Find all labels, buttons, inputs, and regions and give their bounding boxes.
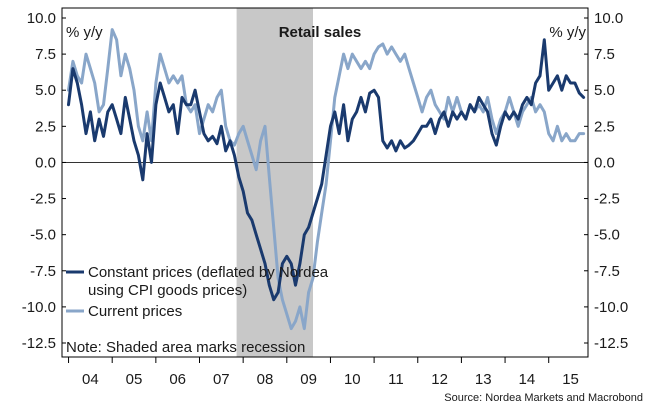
y-tick-label-left: -5.0 [30, 227, 56, 244]
y-axis-label-right: % y/y [549, 24, 586, 41]
y-tick-label-left: 2.5 [35, 118, 56, 135]
x-tick-label: 10 [344, 371, 361, 388]
recession-band [236, 8, 313, 357]
legend-label-constant-line2: using CPI goods prices) [88, 282, 247, 299]
y-tick-label-right: 5.0 [594, 82, 615, 99]
y-tick-label-right: 7.5 [594, 46, 615, 63]
x-tick-label: 04 [82, 371, 99, 388]
y-tick-label-left: 10.0 [27, 10, 56, 27]
y-tick-label-left: -2.5 [30, 191, 56, 208]
y-tick-label-left: -10.0 [22, 299, 56, 316]
y-tick-label-left: 0.0 [35, 154, 56, 171]
x-tick-label: 12 [431, 371, 448, 388]
plot-frame [61, 7, 589, 358]
legend-label-current: Current prices [88, 303, 182, 320]
y-tick-label-right: 2.5 [594, 118, 615, 135]
source-text: Source: Nordea Markets and Macrobond [444, 392, 643, 404]
legend-label-constant-line1: Constant prices (deflated by Nordea [88, 264, 329, 281]
y-tick-label-right: -12.5 [594, 335, 628, 352]
x-tick-label: 06 [169, 371, 186, 388]
x-tick-label: 09 [300, 371, 317, 388]
y-tick-label-right: -7.5 [594, 263, 620, 280]
y-tick-label-left: -12.5 [22, 335, 56, 352]
y-tick-label-right: 10.0 [594, 10, 623, 27]
recession-note: Note: Shaded area marks recession [66, 339, 305, 356]
chart-title: Retail sales [279, 24, 362, 41]
x-tick-label: 13 [475, 371, 492, 388]
x-tick-label: 15 [562, 371, 579, 388]
y-tick-label-right: -5.0 [594, 227, 620, 244]
y-tick-label-left: 5.0 [35, 82, 56, 99]
y-tick-label-left: -7.5 [30, 263, 56, 280]
current-prices-line [67, 28, 586, 331]
x-tick-label: 07 [213, 371, 230, 388]
constant-prices-line [67, 38, 586, 302]
x-tick-label: 05 [126, 371, 143, 388]
y-tick-label-right: -2.5 [594, 191, 620, 208]
x-tick-label: 08 [257, 371, 274, 388]
y-tick-label-right: -10.0 [594, 299, 628, 316]
x-tick-label: 14 [519, 371, 536, 388]
legend: Constant prices (deflated by Nordeausing… [66, 264, 329, 320]
y-tick-label-left: 7.5 [35, 46, 56, 63]
y-axis-label-left: % y/y [66, 24, 103, 41]
x-tick-label: 11 [388, 371, 404, 388]
y-tick-label-right: 0.0 [594, 154, 615, 171]
